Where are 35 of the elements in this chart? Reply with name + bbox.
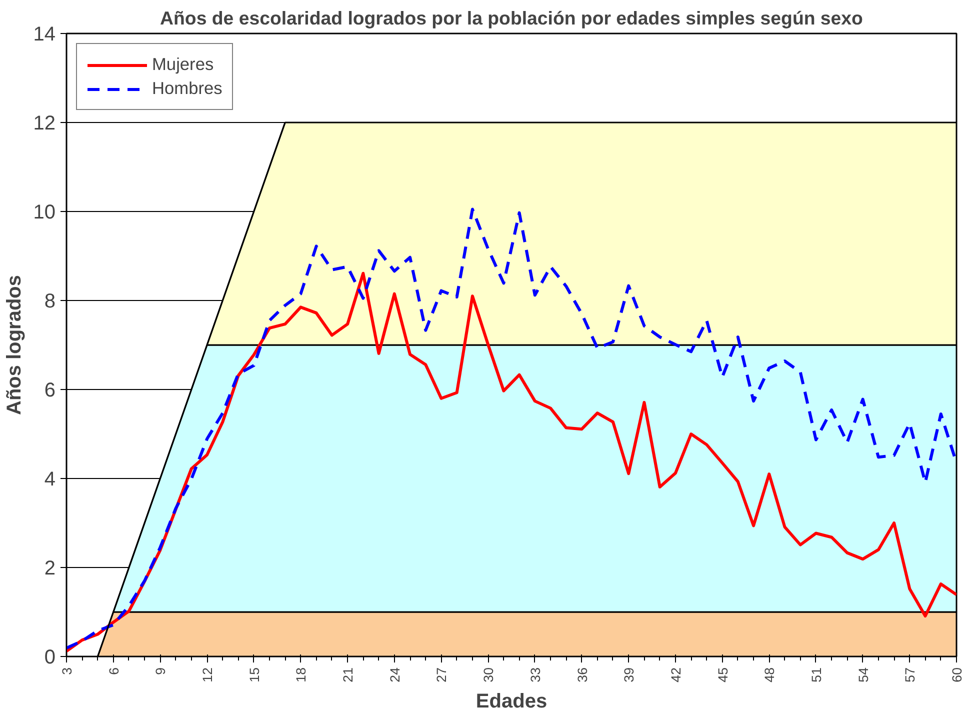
y-tick-label: 2 bbox=[44, 558, 56, 580]
x-tick-label: 57 bbox=[902, 667, 918, 682]
x-tick-label: 6 bbox=[106, 667, 122, 675]
x-tick-label: 42 bbox=[668, 667, 684, 682]
x-tick-label: 30 bbox=[481, 667, 496, 682]
x-tick-label: 24 bbox=[387, 666, 402, 682]
x-tick-label: 48 bbox=[762, 667, 778, 682]
y-tick-label: 4 bbox=[44, 468, 56, 490]
y-tick-label: 10 bbox=[33, 202, 56, 224]
y-tick-label: 14 bbox=[33, 24, 56, 46]
x-tick-label: 54 bbox=[856, 666, 871, 682]
chart-title: Años de escolaridad logrados por la población por edades simples según sexo bbox=[160, 8, 863, 28]
x-tick-label: 39 bbox=[622, 667, 637, 682]
x-tick-label: 51 bbox=[808, 667, 824, 682]
x-tick-label: 12 bbox=[200, 667, 216, 682]
y-tick-label: 12 bbox=[33, 112, 56, 134]
x-axis-title: Edades bbox=[476, 690, 548, 712]
line-series bbox=[66, 208, 956, 650]
y-tick-label: 8 bbox=[44, 290, 56, 312]
x-tick-label: 3 bbox=[60, 667, 74, 675]
x-tick-label: 45 bbox=[715, 667, 730, 682]
x-tick-label: 9 bbox=[153, 667, 168, 675]
x-tick-label: 60 bbox=[950, 667, 964, 682]
y-axis-title: Años logrados bbox=[3, 274, 26, 416]
y-tick-label: 6 bbox=[44, 380, 56, 402]
legend-label: Hombres bbox=[152, 78, 222, 99]
x-tick-label: 33 bbox=[528, 667, 543, 682]
x-tick-label: 18 bbox=[294, 667, 309, 682]
x-tick-label: 21 bbox=[340, 667, 356, 682]
line-series bbox=[66, 272, 956, 653]
x-tick-label: 36 bbox=[574, 667, 590, 682]
legend-label: Mujeres bbox=[152, 54, 214, 75]
y-tick-label: 0 bbox=[44, 646, 56, 668]
x-tick-label: 15 bbox=[246, 667, 262, 682]
x-tick-label: 27 bbox=[434, 667, 450, 682]
